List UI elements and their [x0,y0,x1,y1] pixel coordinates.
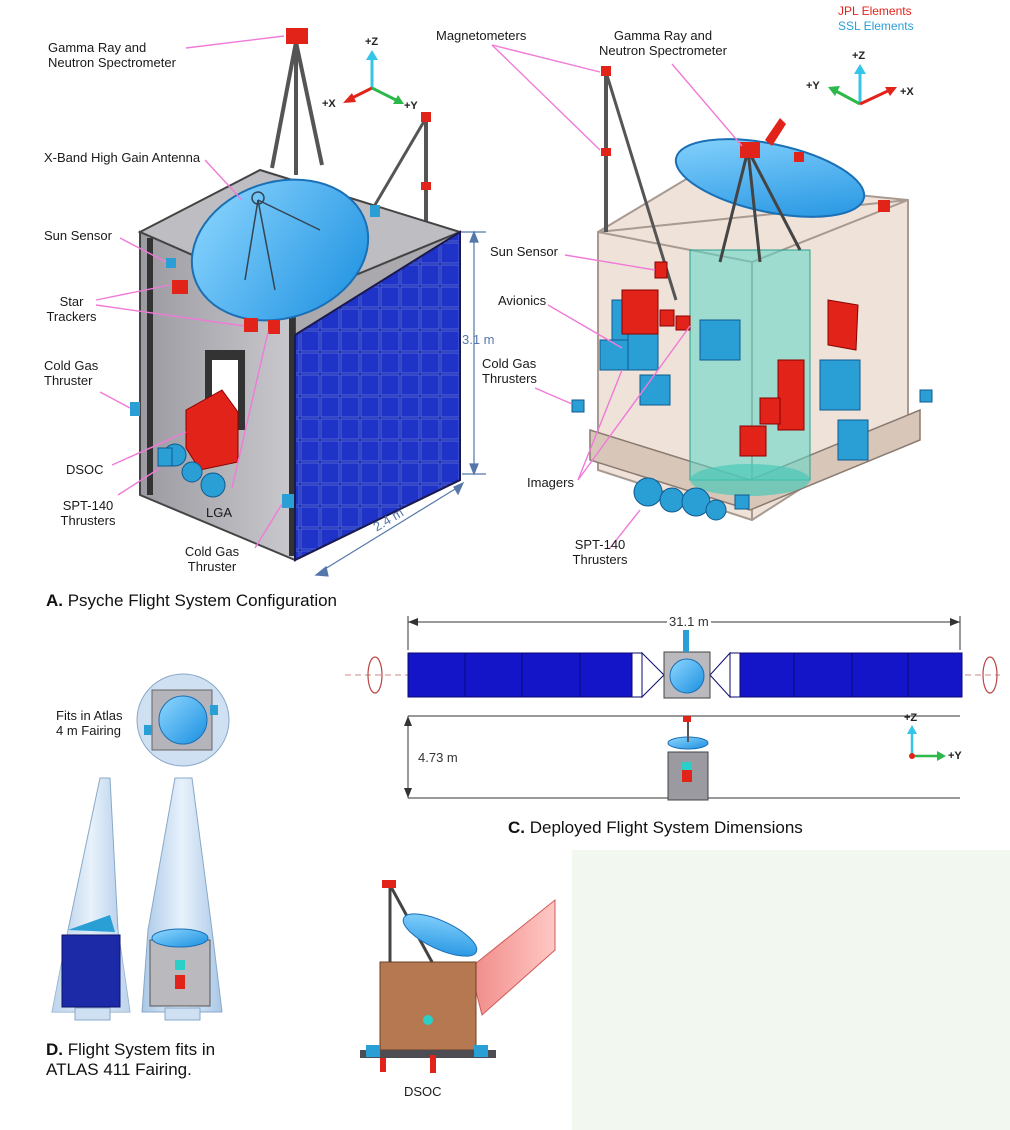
label-fits-in-atlas: Fits in Atlas 4 m Fairing [56,708,123,738]
axis-c-y: +Y [948,750,962,762]
axis-c-z: +Z [904,712,918,724]
axis-left-z: +Z [365,36,379,48]
label-sun-sensor-left: Sun Sensor [44,228,112,243]
axis-left-x: +X [322,98,336,110]
label-star-trackers: Star Trackers [46,294,97,324]
caption-a-letter: A. [46,591,63,610]
axis-right-y: +Y [806,80,820,92]
label-imagers: Imagers [527,475,574,490]
dsoc-view [360,880,556,1073]
leader-lines [95,35,743,549]
axes-left [343,50,404,104]
label-avionics: Avionics [498,293,547,308]
caption-a: A. Psyche Flight System Configuration [46,591,337,611]
dim-span: 31.1 m [667,614,711,629]
solar-panel-left [294,230,461,562]
label-spt-right: SPT-140 Thrusters [572,537,628,567]
label-lga: LGA [206,505,233,520]
hga-left [190,178,370,322]
grns-left-unit [286,28,308,44]
label-dsoc-left: DSOC [66,462,104,477]
panel-e-background [572,850,1010,1130]
fairing-view [51,673,230,1021]
axis-right-z: +Z [852,50,866,62]
deployed-view [345,616,1000,801]
caption-d-letter: D. [46,1040,63,1059]
label-sun-sensor-right: Sun Sensor [490,244,558,259]
label-hga: X-Band High Gain Antenna [44,150,201,165]
label-cold-gas-bottom: Cold Gas Thruster [184,544,240,574]
spacecraft-left [130,28,463,562]
legend-jpl: JPL Elements [838,4,912,18]
axis-left-y: +Y [404,100,418,112]
label-dsoc-bottom: DSOC [404,1084,442,1099]
dim-height: 3.1 m [462,332,495,347]
label-grns-right: Gamma Ray and Neutron Spectrometer [599,28,727,58]
spacecraft-right [571,66,933,522]
caption-a-text: Psyche Flight System Configuration [63,591,338,610]
label-spt-left: SPT-140 Thrusters [60,498,116,528]
label-cold-gas-right: Cold Gas Thrusters [482,356,537,386]
legend-ssl: SSL Elements [838,19,914,33]
caption-c-letter: C. [508,818,525,837]
axes-c [907,725,946,761]
caption-c: C. Deployed Flight System Dimensions [508,818,803,838]
caption-d: D. Flight System fits in ATLAS 411 Fairi… [46,1040,215,1080]
label-grns-left: Gamma Ray and Neutron Spectrometer [48,40,176,70]
label-magnetometers: Magnetometers [436,28,527,43]
dim-deployed-height: 4.73 m [418,750,458,765]
hga-right [674,138,866,218]
axis-right-x: +X [900,86,914,98]
label-cold-gas-left: Cold Gas Thruster [44,358,99,388]
axes-right [828,64,897,106]
caption-d-text: Flight System fits in ATLAS 411 Fairing. [46,1040,216,1079]
caption-c-text: Deployed Flight System Dimensions [525,818,803,837]
